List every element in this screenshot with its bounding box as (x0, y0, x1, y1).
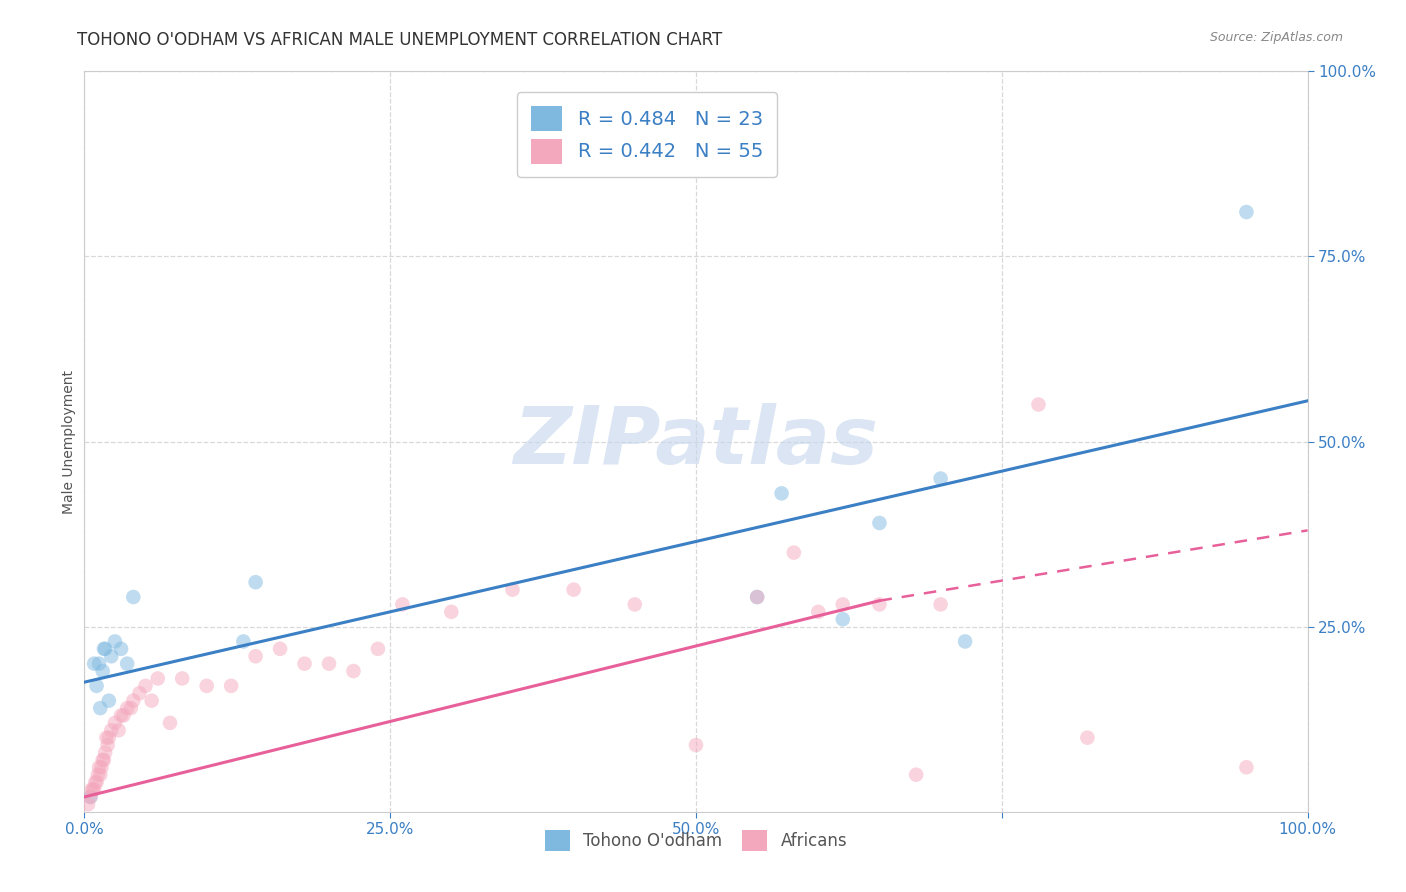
Point (112, 708, 135, 723)
Point (685, 738, 707, 752)
Point (97, 738, 120, 752)
Y-axis label: Male Unemployment: Male Unemployment (62, 369, 76, 514)
Point (318, 657, 340, 671)
Point (159, 715, 181, 730)
Point (562, 582, 585, 597)
Point (232, 634, 254, 648)
Text: ZIPatlas: ZIPatlas (513, 402, 879, 481)
Point (172, 672, 194, 686)
Point (96, 731, 118, 745)
Point (91, 664, 114, 678)
Point (245, 575, 267, 590)
Point (122, 694, 145, 708)
Point (100, 723, 122, 738)
Point (97, 694, 120, 708)
Point (1076, 731, 1098, 745)
Point (135, 679, 157, 693)
Point (367, 641, 389, 656)
Point (120, 701, 142, 715)
Point (104, 715, 127, 730)
Point (110, 708, 132, 723)
Point (107, 723, 129, 738)
Point (93, 641, 115, 656)
Point (79, 789, 101, 804)
Point (83, 782, 105, 797)
Point (929, 471, 952, 485)
Text: TOHONO O'ODHAM VS AFRICAN MALE UNEMPLOYMENT CORRELATION CHART: TOHONO O'ODHAM VS AFRICAN MALE UNEMPLOYM… (77, 31, 723, 49)
Point (831, 598, 853, 612)
Point (294, 657, 316, 671)
Point (87, 657, 110, 671)
Point (115, 657, 138, 671)
Point (869, 516, 891, 530)
Point (128, 686, 150, 700)
Point (80, 782, 103, 797)
Point (110, 641, 132, 656)
Point (115, 701, 138, 715)
Point (747, 590, 769, 604)
Point (1236, 760, 1258, 774)
Point (86, 679, 108, 693)
Point (783, 546, 806, 560)
Point (953, 634, 976, 648)
Point (94, 641, 117, 656)
Point (929, 598, 952, 612)
Point (195, 679, 218, 693)
Point (1028, 398, 1050, 412)
Point (100, 649, 122, 664)
Point (93, 753, 115, 767)
Point (84, 775, 107, 789)
Point (94, 746, 117, 760)
Point (807, 605, 830, 619)
Point (770, 486, 793, 500)
Point (869, 598, 891, 612)
Point (87, 760, 110, 774)
Point (141, 694, 163, 708)
Point (219, 679, 242, 693)
Point (91, 753, 114, 767)
Point (86, 775, 108, 789)
Point (104, 634, 127, 648)
Legend: Tohono O'odham, Africans: Tohono O'odham, Africans (537, 822, 855, 859)
Point (391, 598, 413, 612)
Point (122, 590, 145, 604)
Point (624, 598, 647, 612)
Text: Source: ZipAtlas.com: Source: ZipAtlas.com (1209, 31, 1343, 45)
Point (440, 605, 463, 619)
Point (82, 782, 104, 797)
Point (89, 767, 111, 781)
Point (342, 664, 364, 678)
Point (905, 767, 928, 781)
Point (77, 797, 100, 812)
Point (97, 731, 120, 745)
Point (1236, 205, 1258, 219)
Point (83, 657, 105, 671)
Point (90, 760, 112, 774)
Point (245, 649, 267, 664)
Point (831, 612, 853, 626)
Point (269, 641, 291, 656)
Point (87, 767, 110, 781)
Point (79, 789, 101, 804)
Point (747, 590, 769, 604)
Point (502, 582, 524, 597)
Point (89, 701, 111, 715)
Point (146, 672, 169, 686)
